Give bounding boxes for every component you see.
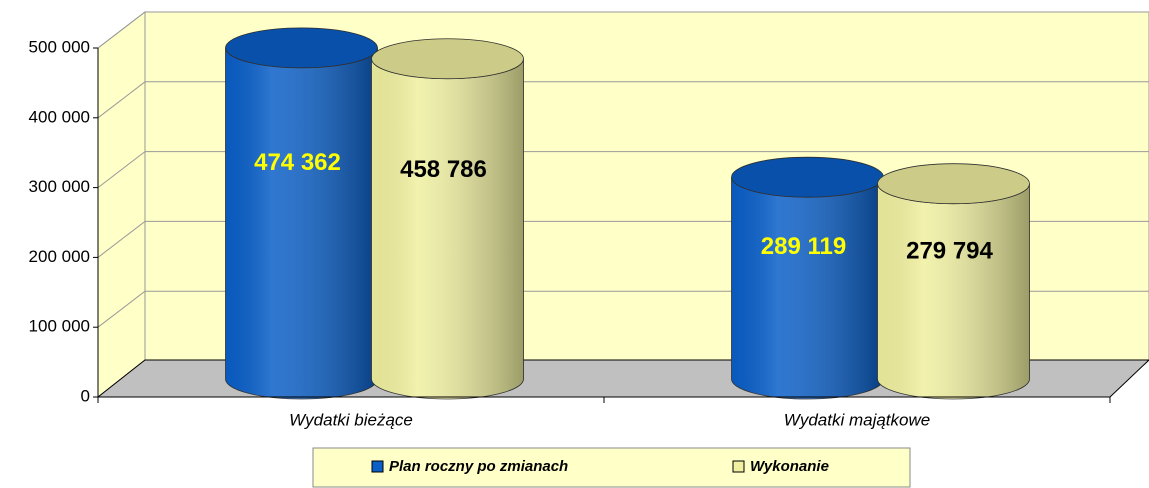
legend-label: Wykonanie — [750, 458, 829, 475]
cylinder-shade — [371, 58, 524, 400]
grid-line — [97, 81, 146, 119]
cylinder-top — [371, 38, 524, 80]
y-tick-label: 100 000 — [29, 317, 90, 336]
grid-line — [97, 221, 146, 258]
grid-line — [97, 290, 146, 328]
y-tick-label: 400 000 — [29, 107, 90, 126]
side-wall — [97, 10, 146, 399]
cylinder-shade — [731, 177, 884, 399]
y-tick-label: 0 — [81, 386, 90, 405]
cylinder-top-shade — [877, 163, 1030, 204]
value-label: 289 119 — [761, 233, 846, 260]
legend-label: Plan roczny po zmianach — [389, 458, 568, 475]
legend-swatch — [371, 460, 384, 473]
cylinder-shade — [225, 47, 378, 399]
y-tick-label: 500 000 — [29, 37, 90, 56]
grid-line — [97, 11, 146, 49]
value-label: 474 362 — [254, 149, 341, 176]
y-tick-label: 200 000 — [29, 247, 90, 266]
cylinder-top — [877, 163, 1030, 205]
y-tick-label: 300 000 — [29, 177, 90, 196]
value-label: 458 786 — [400, 156, 487, 183]
cylinder-top-shade — [371, 38, 524, 79]
cylinder-top — [225, 27, 378, 69]
cylinder-shade — [877, 183, 1030, 399]
legend — [312, 447, 911, 488]
cylinder-top-shade — [731, 157, 884, 198]
plot — [225, 27, 1030, 400]
value-label: 279 794 — [906, 237, 993, 264]
cylinder-top-shade — [225, 27, 378, 68]
grid-line — [97, 151, 146, 188]
legend-swatch — [732, 460, 745, 473]
x-tick-label: Wydatki majątkowe — [784, 410, 930, 429]
x-tick-label: Wydatki bieżące — [289, 410, 413, 429]
